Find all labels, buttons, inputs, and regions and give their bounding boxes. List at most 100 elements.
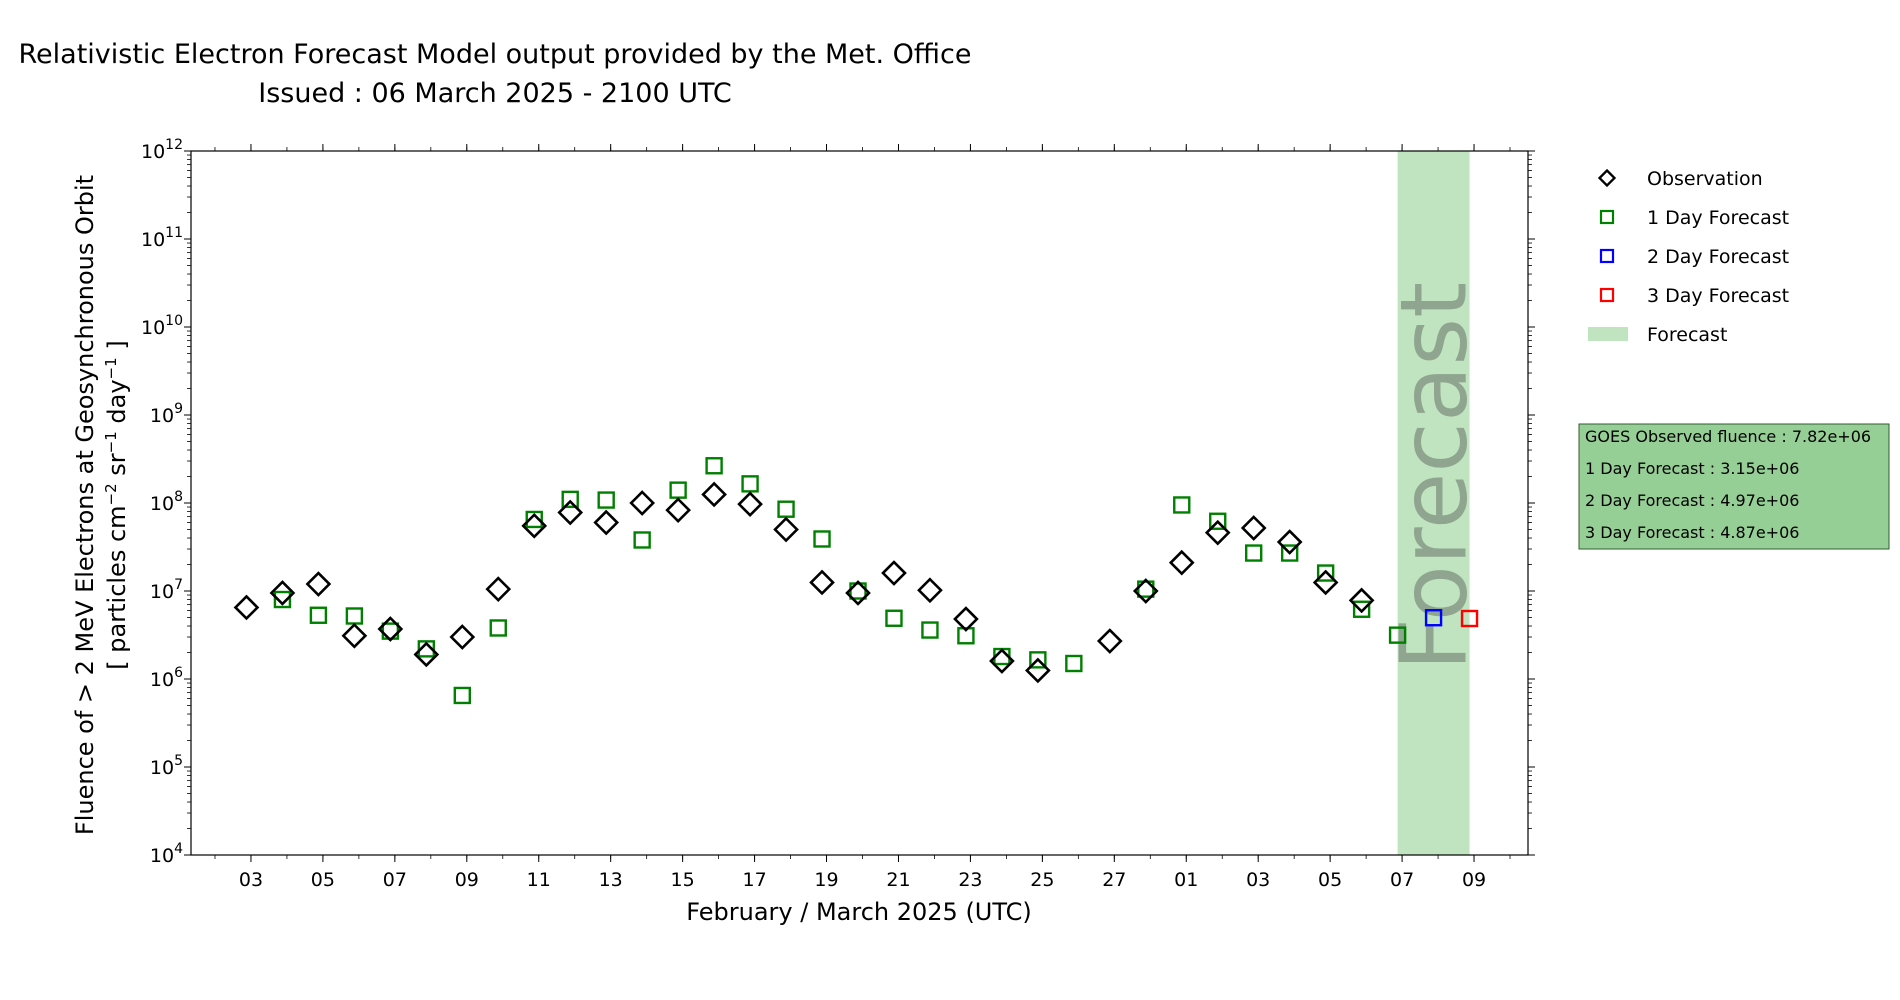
1-day-forecast-point: [1065, 654, 1083, 673]
y-tick-label: 108: [150, 489, 183, 515]
x-tick-label: 09: [455, 869, 479, 891]
legend-label-3-day-forecast: 3 Day Forecast: [1647, 285, 1789, 307]
x-tick-label: 09: [1462, 869, 1486, 891]
observation-point: [269, 580, 296, 606]
3-day-forecast-point: [1460, 609, 1479, 628]
observation-point: [1168, 549, 1195, 576]
observation-point: [629, 490, 656, 516]
1-day-forecast-point: [777, 500, 795, 518]
legend-swatch-2-day-forecast: [1599, 248, 1615, 264]
x-tick-label: 19: [814, 869, 838, 891]
series-2-day-forecast: [1424, 609, 1443, 627]
info-box: GOES Observed fluence : 7.82e+06 1 Day F…: [1578, 423, 1890, 550]
1-day-forecast-point: [345, 607, 364, 625]
observation-point: [665, 497, 691, 523]
y-tick-label: 1010: [141, 313, 183, 339]
observation-point: [845, 580, 871, 606]
y-tick-label: 1011: [141, 225, 183, 251]
info-observed-fluence: GOES Observed fluence : 7.82e+06: [1585, 427, 1871, 446]
series-observation: [233, 481, 1375, 684]
1-day-forecast-point: [813, 530, 831, 548]
x-tick-label: 05: [1318, 869, 1342, 891]
legend-swatch-observation: [1597, 168, 1617, 188]
1-day-forecast-point: [273, 590, 292, 609]
info-2-day-forecast: 2 Day Forecast : 4.97e+06: [1585, 491, 1799, 510]
observation-point: [485, 576, 512, 602]
observation-point: [809, 569, 835, 596]
forecast-band-label: Forecast: [1381, 282, 1488, 671]
observation-point: [917, 577, 943, 604]
1-day-forecast-point: [309, 606, 328, 624]
series-3-day-forecast: [1460, 609, 1479, 628]
1-day-forecast-point: [1388, 626, 1407, 644]
legend: Observation 1 Day Forecast 2 Day Forecast 3…: [1588, 168, 1789, 346]
x-tick-label: 11: [527, 869, 551, 891]
observation-point: [377, 616, 404, 642]
plot-frame: [190, 150, 1529, 856]
observation-point: [449, 624, 476, 650]
1-day-forecast-point: [1209, 512, 1227, 530]
legend-label-observation: Observation: [1647, 168, 1763, 190]
1-day-forecast-point: [705, 457, 723, 475]
observation-point: [773, 516, 799, 543]
observation-point: [413, 641, 440, 668]
observation-point: [701, 481, 727, 508]
legend-swatch-1-day-forecast: [1599, 209, 1615, 225]
observation-point: [305, 571, 332, 597]
observation-point: [1312, 569, 1339, 596]
observation-point: [737, 491, 763, 518]
1-day-forecast-point: [417, 640, 436, 658]
observation-point: [233, 594, 260, 621]
1-day-forecast-point: [1245, 544, 1263, 562]
legend-swatch-forecast: [1588, 327, 1628, 341]
1-day-forecast-point: [741, 475, 759, 493]
y-tick-label: 105: [150, 753, 183, 779]
1-day-forecast-point: [1029, 651, 1047, 669]
observation-point: [1204, 519, 1231, 546]
observation-point: [881, 560, 907, 586]
1-day-forecast-point: [489, 619, 507, 637]
1-day-forecast-point: [633, 531, 651, 549]
2-day-forecast-point: [1424, 609, 1443, 627]
info-1-day-forecast: 1 Day Forecast : 3.15e+06: [1585, 459, 1799, 478]
1-day-forecast-point: [885, 609, 903, 627]
y-axis-label: Fluence of > 2 MeV Electrons at Geosynch…: [71, 175, 99, 835]
y-tick-label: 106: [150, 665, 183, 691]
legend-label-1-day-forecast: 1 Day Forecast: [1647, 207, 1789, 229]
1-day-forecast-point: [669, 481, 687, 499]
observation-point: [989, 648, 1015, 674]
observation-point: [341, 622, 368, 649]
x-tick-label: 21: [886, 869, 910, 891]
1-day-forecast-point: [1316, 564, 1335, 582]
y-axis-label-units: [ particles cm−2 sr−1 day−1 ]: [102, 340, 131, 669]
x-tick-label: 17: [742, 869, 766, 891]
series-1-day-forecast: [273, 457, 1407, 705]
x-tick-label: 03: [239, 869, 263, 891]
1-day-forecast-point: [597, 491, 615, 509]
x-tick-label: 15: [671, 869, 695, 891]
1-day-forecast-point: [1280, 544, 1299, 562]
x-tick-label: 23: [958, 869, 982, 891]
observation-point: [1240, 515, 1267, 541]
observation-point: [521, 513, 548, 539]
x-tick-label: 03: [1246, 869, 1270, 891]
1-day-forecast-point: [1352, 600, 1371, 618]
x-tick-label: 27: [1102, 869, 1126, 891]
x-tick-label: 01: [1174, 869, 1198, 891]
legend-label-forecast: Forecast: [1647, 324, 1727, 346]
1-day-forecast-point: [1173, 496, 1191, 514]
x-tick-label: 07: [1390, 869, 1414, 891]
1-day-forecast-point: [921, 621, 939, 639]
legend-swatch-3-day-forecast: [1599, 287, 1615, 303]
observation-point: [953, 606, 979, 632]
info-box-background: [1578, 423, 1890, 550]
info-3-day-forecast: 3 Day Forecast : 4.87e+06: [1585, 523, 1799, 542]
forecast-band: [1397, 151, 1470, 855]
observation-point: [1348, 587, 1375, 614]
x-axis-label: February / March 2025 (UTC): [686, 898, 1032, 926]
observation-point: [1025, 657, 1051, 684]
observation-point: [593, 509, 620, 536]
observation-point: [1276, 529, 1303, 555]
1-day-forecast-point: [561, 490, 579, 509]
